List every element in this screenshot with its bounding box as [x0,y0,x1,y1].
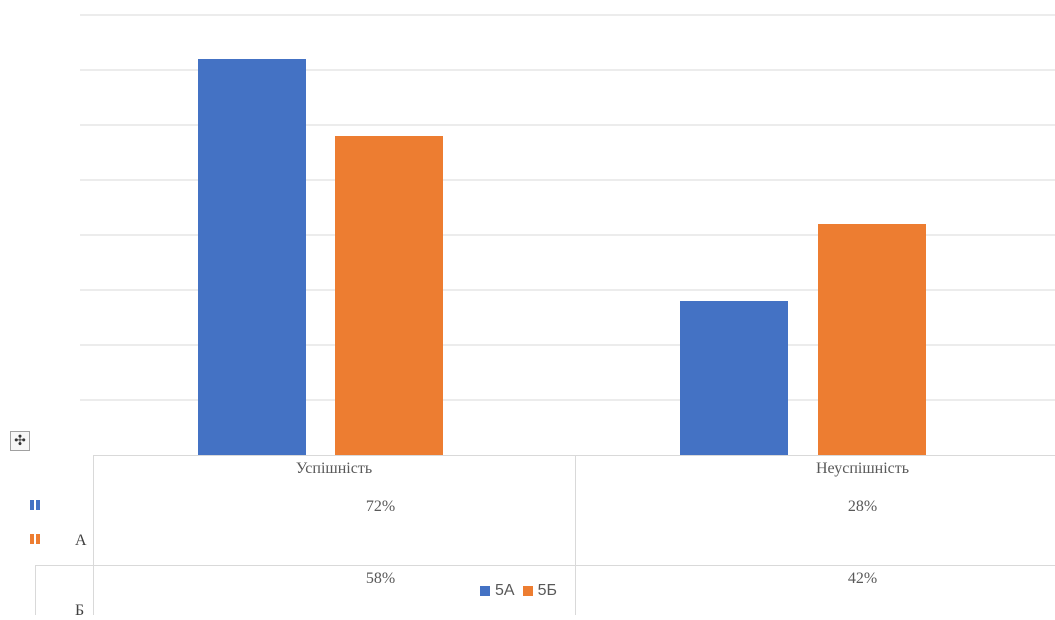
data-table-divider-left [93,455,94,615]
data-table-header-cat-0: Успішність [295,460,373,477]
legend-item-5b: 5Б [522,582,557,600]
bar-5a-1 [680,301,788,455]
data-table-top-border [93,455,1055,456]
data-table-header-cat-1: Неуспішність [815,460,910,477]
legend-swatch-5b [522,586,533,596]
data-table-cell-5b-0: 58% [365,570,396,587]
move-arrows-icon[interactable]: ✣ [10,431,30,451]
data-table-divider-outer [35,565,36,615]
data-table-cell-5a-1: 28% [847,498,878,515]
bar-5a-0 [198,59,306,455]
bar-5b-0 [335,136,443,455]
legend-label-5b: 5Б [537,582,557,599]
legend-item-5a: 5А [480,582,515,600]
data-table-row-divider [35,565,1055,566]
series-row-label-b: Б [75,602,85,619]
chart-legend: 5А 5Б [480,578,565,604]
series-5a-marker [30,500,40,510]
series-5b-marker [30,534,40,544]
legend-swatch-5a [480,586,490,596]
legend-label-5a: 5А [495,582,515,599]
data-table-cell-5b-1: 42% [847,570,878,587]
series-row-label-a: А [75,532,87,549]
data-table-divider-mid [575,455,576,615]
bar-5b-1 [818,224,926,455]
data-table-cell-5a-0: 72% [365,498,396,515]
